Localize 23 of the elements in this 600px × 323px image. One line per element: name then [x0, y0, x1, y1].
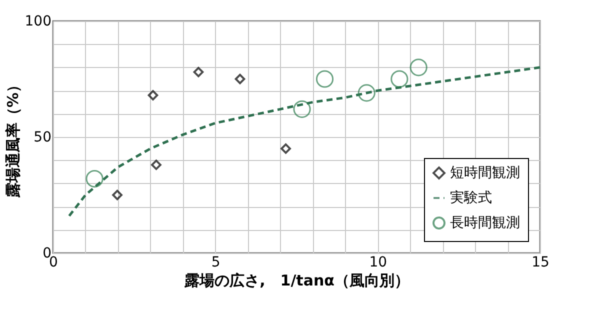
point	[316, 70, 334, 88]
point	[193, 66, 204, 78]
y-tick-label: 50	[34, 130, 52, 146]
x-tick-label: 15	[532, 254, 550, 270]
y-tick-label: 100	[24, 14, 52, 30]
point	[280, 143, 291, 154]
x-tick-label: 10	[369, 254, 388, 270]
point	[293, 100, 311, 118]
legend-label: 実験式	[450, 190, 492, 206]
point	[148, 90, 158, 100]
legend-label: 短時間観測	[450, 165, 520, 181]
legend-label: 長時間観測	[450, 215, 520, 231]
line-series	[68, 66, 542, 218]
point	[410, 58, 428, 76]
x-axis-title: 露場の広さ, 1/tanα（風向別）	[184, 272, 410, 290]
x-tick-label: 5	[211, 254, 220, 270]
point	[86, 170, 104, 188]
point	[112, 190, 122, 200]
point	[151, 160, 162, 170]
point	[390, 70, 408, 88]
y-axis-title: 露場通風率（%）	[4, 77, 22, 199]
point	[358, 84, 376, 102]
point	[234, 74, 246, 84]
